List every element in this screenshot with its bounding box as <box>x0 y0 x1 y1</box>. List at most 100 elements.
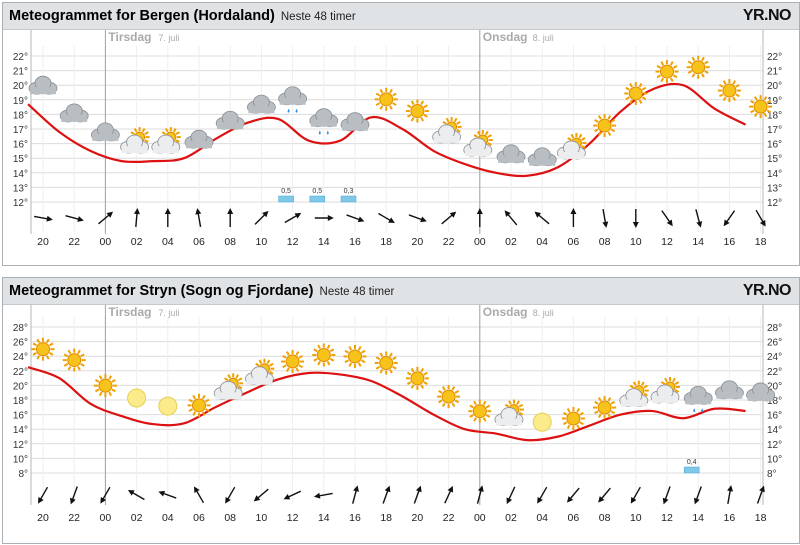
y-tick-label-left: 26° <box>13 338 28 349</box>
wind-arrow-icon <box>476 208 483 227</box>
panel-title: Meteogrammet for Bergen (Hordaland) Neste… <box>9 8 356 24</box>
x-tick-label: 14 <box>692 236 704 248</box>
wind-arrow-icon <box>34 215 53 222</box>
x-tick-label: 18 <box>380 236 392 248</box>
day-label: Tirsdag <box>108 305 151 319</box>
precip-label: 0,5 <box>281 188 291 195</box>
y-tick-label-right: 14° <box>767 425 782 436</box>
partly-cloudy-icon <box>650 376 680 404</box>
y-tick-label-right: 20° <box>767 381 782 392</box>
y-tick-label-left: 22° <box>13 367 28 378</box>
wind-arrow-icon <box>661 210 673 227</box>
precip-bar <box>340 195 357 203</box>
wind-arrow-icon <box>346 214 365 223</box>
y-tick-label-left: 19° <box>13 96 28 107</box>
wind-arrow-icon <box>755 209 766 227</box>
yr-logo[interactable]: YR.NO <box>742 282 792 299</box>
x-tick-label: 02 <box>505 236 517 248</box>
cloud-icon <box>527 147 557 167</box>
wind-arrow-icon <box>476 485 484 504</box>
sun-icon <box>31 337 55 361</box>
y-tick-label-right: 17° <box>767 125 782 136</box>
y-tick-label-right: 18° <box>767 110 782 121</box>
sun-icon <box>655 60 679 84</box>
cloud-icon <box>246 94 276 114</box>
meteogram-chart-bergen: 12° 12° 13° 13° 14° 14° 15° 15° 16° 16° 17° 17° 18° 1… <box>13 30 782 248</box>
sun-icon <box>561 407 585 430</box>
y-tick-label-left: 12° <box>13 440 28 451</box>
cloud-icon <box>28 75 58 95</box>
precip-label: 0,5 <box>312 188 322 195</box>
y-tick-label-left: 22° <box>13 52 28 63</box>
x-tick-label: 18 <box>755 236 767 248</box>
wind-arrow-icon <box>598 487 611 503</box>
y-tick-label-left: 14° <box>13 425 28 436</box>
y-tick-label-left: 13° <box>13 183 28 194</box>
precip-label: 0,3 <box>344 188 354 195</box>
wind-arrow-icon <box>65 214 84 222</box>
y-tick-label-left: 10° <box>13 454 28 465</box>
wind-arrow-icon <box>195 208 202 227</box>
wind-arrow-icon <box>253 488 269 502</box>
panel-subtitle: Neste 48 timer <box>280 11 356 23</box>
x-tick-label: 16 <box>724 512 736 524</box>
cloud-icon <box>184 129 214 149</box>
weather-symbols <box>31 337 775 432</box>
x-tick-label: 02 <box>131 236 143 248</box>
y-tick-label-right: 22° <box>767 52 782 63</box>
partly-cloudy-icon <box>120 127 150 154</box>
meteogram-chart-stryn: 8° 8° 10° 10° 12° 12° 14° 14° 16° 16° 18° 18° 20° 20°… <box>13 305 782 524</box>
x-tick-label: 00 <box>474 512 486 524</box>
partly-cloudy-icon <box>557 132 587 160</box>
x-tick-label: 18 <box>380 512 392 524</box>
x-tick-label: 02 <box>131 512 143 524</box>
wind-arrow-icon <box>441 211 457 225</box>
y-tick-label-left: 14° <box>13 169 28 180</box>
y-tick-label-right: 15° <box>767 154 782 165</box>
y-tick-label-right: 24° <box>767 352 782 363</box>
x-tick-label: 08 <box>599 236 611 248</box>
x-tick-label: 00 <box>474 236 486 248</box>
precip-label: 0,4 <box>687 459 697 466</box>
sun-icon <box>405 366 429 390</box>
sun-icon <box>93 374 117 398</box>
panel-header: Meteogrammet for Bergen (Hordaland) Neste… <box>3 3 799 30</box>
y-tick-label-left: 12° <box>13 198 28 209</box>
sun-icon <box>749 95 773 119</box>
x-tick-label: 06 <box>568 236 580 248</box>
x-tick-label: 16 <box>349 512 361 524</box>
wind-arrow-icon <box>284 212 302 224</box>
wind-arrow-icon <box>314 215 334 222</box>
wind-arrow-icon <box>570 208 577 227</box>
wind-arrow-icon <box>695 209 703 228</box>
day-date: 8. juli <box>533 33 554 43</box>
y-tick-label-right: 28° <box>767 323 782 334</box>
wind-arrow-icon <box>100 486 111 504</box>
sun-icon <box>374 351 398 375</box>
wind-arrow-icon <box>127 490 145 501</box>
x-tick-label: 12 <box>287 236 299 248</box>
x-tick-label: 16 <box>724 236 736 248</box>
x-tick-label: 06 <box>193 512 205 524</box>
wind-arrow-icon <box>283 490 302 500</box>
y-tick-label-left: 20° <box>13 81 28 92</box>
x-tick-label: 00 <box>100 512 112 524</box>
partly-cloudy-icon <box>151 127 181 154</box>
y-tick-label-left: 18° <box>13 110 28 121</box>
x-tick-label: 00 <box>100 236 112 248</box>
x-tick-label: 22 <box>68 236 80 248</box>
sun-icon <box>187 393 211 417</box>
rain-cloud-icon <box>278 86 308 113</box>
moon-icon <box>158 396 178 416</box>
day-label: Tirsdag <box>108 30 151 44</box>
yr-logo[interactable]: YR.NO <box>742 7 792 24</box>
partly-cloudy-icon <box>432 116 462 144</box>
sun-icon <box>312 343 336 367</box>
x-tick-label: 20 <box>37 236 49 248</box>
x-tick-label: 12 <box>287 512 299 524</box>
rain-cloud-icon <box>309 108 339 135</box>
y-tick-label-left: 17° <box>13 125 28 136</box>
wind-arrow-icon <box>662 486 671 505</box>
y-tick-label-right: 16° <box>767 140 782 151</box>
x-tick-label: 18 <box>755 512 767 524</box>
